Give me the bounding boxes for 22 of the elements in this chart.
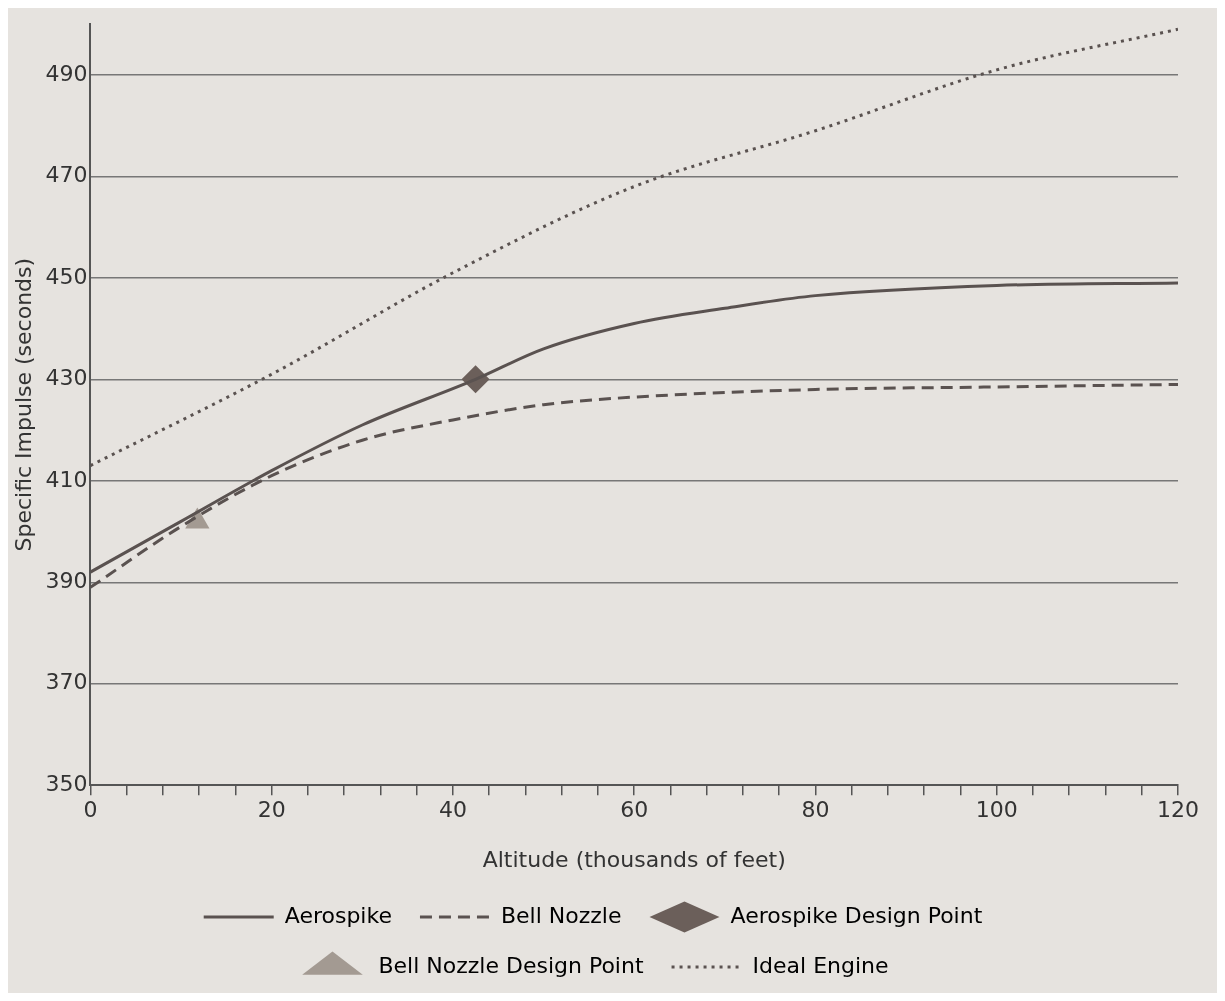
- y-tick-label: 430: [45, 365, 88, 391]
- y-tick-label: 470: [45, 162, 88, 188]
- legend-label: Ideal Engine: [752, 952, 889, 978]
- x-tick-label: 40: [438, 797, 467, 823]
- y-tick-label: 390: [45, 567, 88, 593]
- y-tick-label: 490: [45, 60, 88, 86]
- legend-label: Aerospike Design Point: [730, 902, 983, 928]
- y-tick-label: 370: [45, 669, 88, 695]
- legend-label: Aerospike: [284, 902, 392, 928]
- x-tick-label: 120: [1157, 797, 1199, 823]
- x-tick-label: 100: [975, 797, 1018, 823]
- x-tick-label: 20: [257, 797, 286, 823]
- legend-label: Bell Nozzle Design Point: [378, 952, 644, 978]
- x-tick-label: 0: [83, 797, 98, 823]
- y-tick-label: 410: [45, 466, 88, 492]
- y-axis-title: Specific Impulse (seconds): [10, 257, 36, 552]
- y-tick-label: 350: [45, 770, 88, 796]
- legend-label: Bell Nozzle: [500, 902, 622, 928]
- x-tick-label: 60: [620, 797, 649, 823]
- x-tick-label: 80: [801, 797, 830, 823]
- x-axis-title: Altitude (thousands of feet): [482, 846, 786, 872]
- y-tick-label: 450: [45, 263, 88, 289]
